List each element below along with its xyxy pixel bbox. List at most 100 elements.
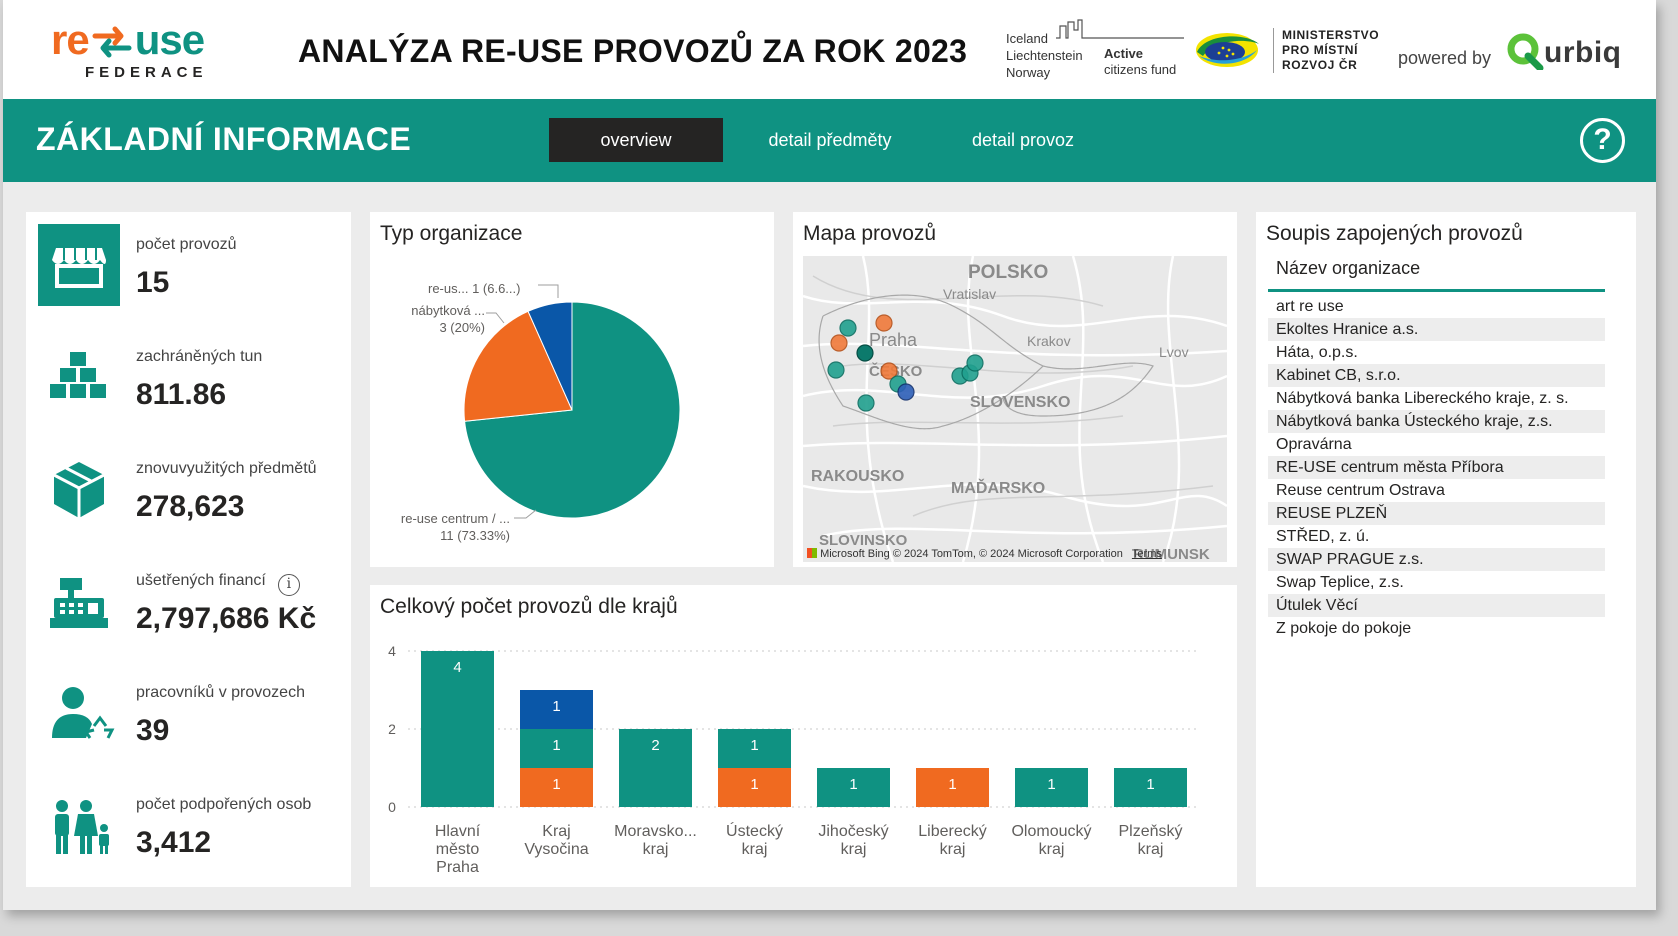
bar-card: Celkový počet provozů dle krajů 0 2 4 4 Hlav…	[370, 585, 1237, 887]
package-icon	[38, 448, 120, 530]
bar-segment[interactable]	[718, 768, 791, 807]
map-markers	[827, 314, 984, 412]
family-icon	[38, 784, 120, 866]
x-tick-label: Jihočeský	[818, 823, 888, 840]
x-tick-label: Praha	[436, 859, 479, 876]
list-item[interactable]: Ekoltes Hranice a.s.	[1268, 318, 1605, 341]
list-item[interactable]: Útulek Věcí	[1268, 594, 1605, 617]
map-label-krakov: Krakov	[1027, 333, 1071, 349]
list-item[interactable]: RE-USE centrum města Příbora	[1268, 456, 1605, 479]
powered-by-text: powered by	[1398, 48, 1492, 68]
pie-chart[interactable]	[370, 212, 774, 567]
microsoft-icon	[807, 548, 817, 558]
kpi-predmety: znovuvyužitých předmětů 278,623	[26, 436, 351, 548]
kpi-financi: ušetřených financí i 2,797,686 Kč	[26, 548, 351, 660]
list-item[interactable]: Swap Teplice, z.s.	[1276, 574, 1404, 591]
y-tick-label: 0	[388, 799, 396, 815]
bar-segment[interactable]	[619, 729, 692, 807]
help-button[interactable]: ?	[1580, 118, 1625, 163]
pie-slice[interactable]	[463, 310, 573, 422]
section-title: ZÁKLADNÍ INFORMACE	[36, 121, 412, 157]
map-marker[interactable]	[839, 319, 857, 337]
map-view[interactable]: POLSKO Vratislav Praha ČESKO Krakov Lvov…	[803, 256, 1227, 562]
y-tick-label: 2	[388, 721, 396, 737]
map-marker[interactable]	[827, 361, 845, 379]
tab-overview[interactable]: overview	[549, 118, 723, 162]
kpi-tuny: zachráněných tun 811.86	[26, 324, 351, 436]
list-item[interactable]: Opravárna	[1276, 436, 1352, 453]
list-item[interactable]: STŘED, z. ú.	[1276, 528, 1370, 545]
bar-segment[interactable]	[520, 729, 593, 768]
map-marker[interactable]	[830, 334, 848, 352]
bar-segment[interactable]	[421, 651, 494, 807]
bar-data-label: 1	[750, 737, 758, 754]
map-marker[interactable]	[856, 344, 874, 362]
pie-label-line: re-us... 1 (6.6...)	[428, 281, 521, 296]
cash-register-icon	[38, 560, 120, 642]
x-tick-label: Ústecký	[726, 821, 783, 840]
list-item[interactable]: art re use	[1276, 298, 1344, 315]
list-item[interactable]: REUSE PLZEŇ	[1268, 502, 1605, 525]
x-tick-label: kraj	[940, 841, 966, 858]
logo-subtitle: FEDERACE	[85, 64, 208, 81]
map-terms-link[interactable]: Terms	[1131, 548, 1162, 560]
kpi-label: zachráněných tun	[136, 348, 263, 365]
list-item[interactable]: Reuse centrum Ostrava	[1276, 482, 1445, 499]
list-item[interactable]: Háta, o.p.s.	[1276, 344, 1358, 361]
organization-list: art re use Ekoltes Hranice a.s. Háta, o.p.…	[1268, 295, 1605, 640]
donor-country: Liechtenstein	[1006, 48, 1083, 63]
list-item[interactable]: Kabinet CB, s.r.o.	[1268, 364, 1605, 387]
list-column-header[interactable]: Název organizace	[1276, 258, 1421, 278]
x-tick-label: Olomoucký	[1011, 823, 1091, 840]
bar-segment[interactable]	[520, 768, 593, 807]
bar-segment[interactable]	[1114, 768, 1187, 807]
tab-detail-provoz[interactable]: detail provoz	[971, 130, 1075, 150]
bar-data-label: 4	[453, 659, 461, 676]
bar-segment[interactable]	[817, 768, 890, 807]
x-tick-label: Plzeňský	[1118, 823, 1182, 840]
x-tick-label: město	[436, 841, 480, 858]
kpi-label: ušetřených financí	[136, 572, 266, 589]
kpi-value: 15	[136, 266, 170, 299]
list-item[interactable]: Nábytková banka Ústeckého kraje, z.s.	[1268, 410, 1605, 433]
map-label-praha: Praha	[869, 330, 918, 350]
bar-data-label: 1	[849, 776, 857, 793]
urbiq-logo: urbiq	[1506, 32, 1622, 70]
mmr-swirl-logo-icon	[1196, 33, 1259, 67]
map-marker[interactable]	[966, 354, 984, 372]
map-attribution: Microsoft Bing © 2024 TomTom, © 2024 Mic…	[807, 548, 1162, 560]
pie-slice[interactable]	[527, 301, 573, 411]
kpi-pracovnici: pracovníků v provozech 39	[26, 660, 351, 772]
map-marker[interactable]	[897, 383, 915, 401]
bar-data-label: 1	[1146, 776, 1154, 793]
list-item[interactable]: SWAP PRAGUE z.s.	[1268, 548, 1605, 571]
pie-label-reuse-centrum: re-use centrum / ... 11 (73.33%)	[388, 510, 510, 544]
pie-label-line: re-use centrum / ...	[400, 511, 510, 526]
info-icon[interactable]: i	[277, 574, 300, 596]
map-copyright: © 2024 TomTom, © 2024 Microsoft Corporat…	[892, 548, 1123, 560]
x-tick-label: kraj	[1039, 841, 1065, 858]
bar-segment[interactable]	[1015, 768, 1088, 807]
x-tick-label: kraj	[1138, 841, 1164, 858]
list-item[interactable]: Z pokoje do pokoje	[1276, 620, 1412, 637]
store-icon	[38, 224, 120, 306]
bar-segment[interactable]	[916, 768, 989, 807]
logo-re-text: re	[51, 16, 90, 63]
urbiq-q-icon	[1507, 33, 1544, 70]
list-item[interactable]: Nábytková banka Libereckého kraje, z. s.	[1276, 390, 1569, 407]
bar-data-label: 1	[750, 776, 758, 793]
map-marker[interactable]	[875, 314, 893, 332]
map-attribution-brand: Microsoft Bing	[820, 548, 890, 560]
bar-data-label: 1	[552, 737, 560, 754]
map-label-vratislav: Vratislav	[943, 286, 997, 302]
pie-label-line: nábytková ...	[411, 303, 485, 318]
map-marker[interactable]	[880, 362, 898, 380]
bar-segment[interactable]	[520, 690, 593, 729]
bar-segment[interactable]	[718, 729, 791, 768]
map-marker[interactable]	[857, 394, 875, 412]
tab-detail-predmety[interactable]: detail předměty	[768, 130, 892, 150]
donor-country: Norway	[1006, 65, 1051, 80]
kpi-provozy: počet provozů 15	[26, 212, 351, 324]
map-label-rumunsko: RUMUNSK	[1133, 546, 1210, 562]
